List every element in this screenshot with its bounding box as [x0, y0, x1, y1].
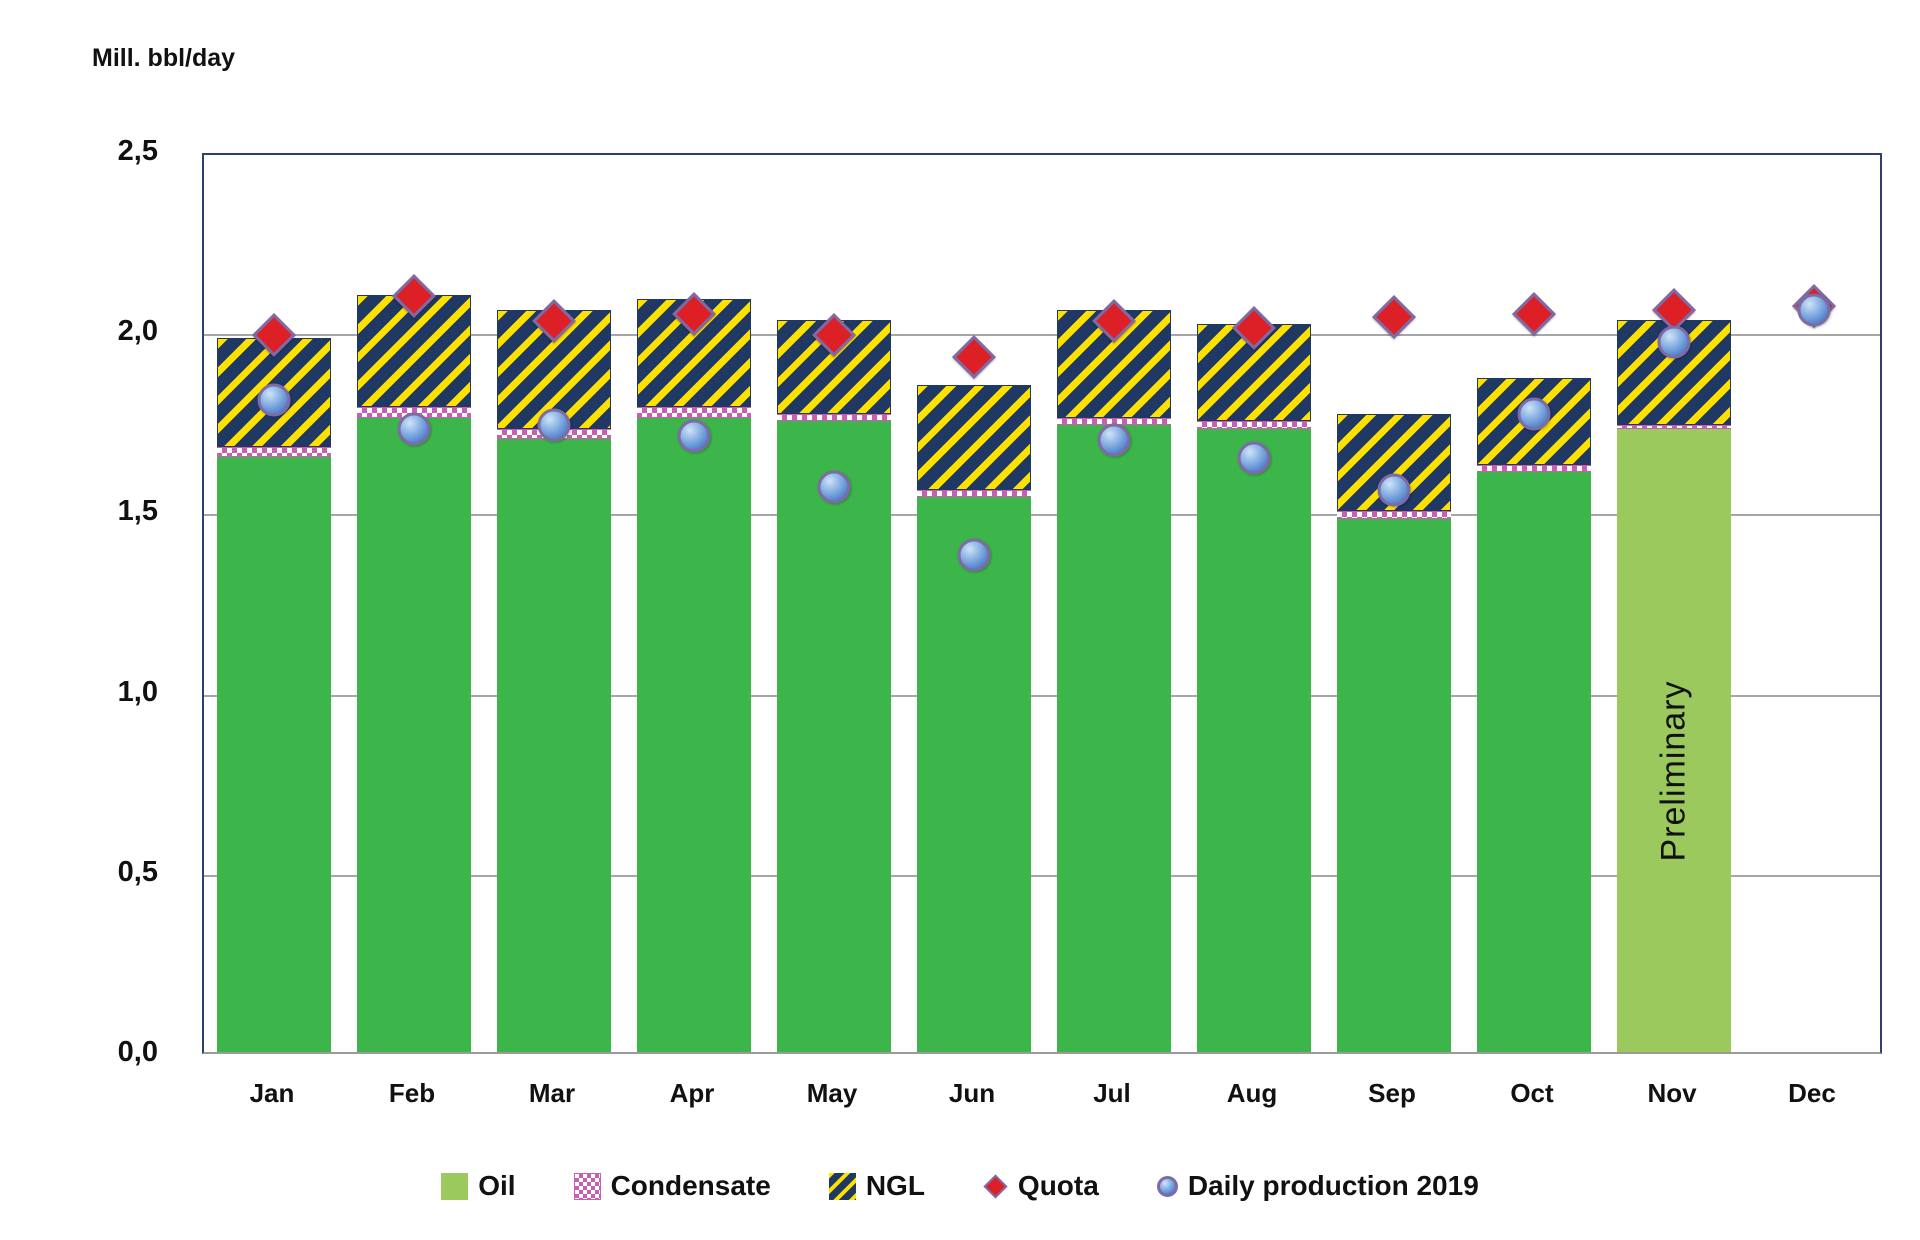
bar-oil-segment	[917, 496, 1031, 1052]
bar-ngl-segment	[917, 385, 1031, 490]
bar-condensate-segment	[1197, 421, 1311, 429]
legend-label-oil: Oil	[478, 1170, 516, 1201]
x-tick-label: Nov	[1647, 1078, 1697, 1108]
legend-item-oil: Oil	[441, 1170, 516, 1202]
daily-production-marker	[1797, 293, 1831, 327]
legend-item-condensate: Condensate	[573, 1170, 771, 1202]
legend-label-condensate: Condensate	[610, 1170, 771, 1201]
quota-diamond-icon	[983, 1173, 1008, 1199]
y-tick-label: 1,5	[117, 495, 158, 528]
bar-oil-segment	[1617, 428, 1731, 1052]
x-tick-label: Mar	[528, 1078, 576, 1108]
bar-oil-segment	[1477, 471, 1591, 1052]
x-tick-label: Aug	[1226, 1078, 1278, 1108]
legend-item-daily-production: Daily production 2019	[1156, 1170, 1479, 1202]
daily-production-marker	[1657, 325, 1691, 359]
x-tick-label: Jul	[1093, 1078, 1131, 1108]
legend-item-ngl: NGL	[828, 1170, 925, 1202]
x-tick-label: Jun	[948, 1078, 996, 1108]
condensate-swatch-icon	[573, 1172, 601, 1200]
bar-ngl-segment	[1057, 309, 1171, 418]
x-tick-label: May	[806, 1078, 858, 1108]
bar-condensate-segment	[637, 406, 751, 418]
gridline	[204, 334, 1880, 337]
bar-oil-segment	[777, 421, 891, 1052]
quota-marker	[1512, 291, 1556, 336]
legend-item-quota: Quota	[983, 1170, 1099, 1202]
legend: Oil Condensate NGL Quota Daily productio…	[0, 1158, 1920, 1214]
bar-ngl-segment	[777, 320, 891, 415]
x-tick-label: Feb	[388, 1078, 436, 1108]
plot-area: Preliminary	[202, 153, 1882, 1054]
gridline	[204, 694, 1880, 697]
daily-production-marker	[397, 412, 431, 446]
bar-apr	[637, 298, 751, 1052]
bar-oil-segment	[1057, 424, 1171, 1052]
bar-condensate-segment	[917, 489, 1031, 497]
quota-marker	[952, 334, 996, 379]
bar-oil-segment	[637, 417, 751, 1052]
bar-condensate-segment	[217, 446, 331, 458]
x-tick-label: Dec	[1788, 1078, 1836, 1108]
bar-condensate-segment	[1477, 464, 1591, 472]
bar-oil-segment	[357, 417, 471, 1052]
bar-condensate-segment	[777, 414, 891, 422]
daily-production-marker	[1377, 473, 1411, 507]
daily-production-marker	[1237, 441, 1271, 475]
gridline	[204, 874, 1880, 877]
daily-production-marker	[537, 408, 571, 442]
bar-jan	[217, 338, 331, 1052]
gridline	[204, 514, 1880, 517]
bar-jul	[1057, 309, 1171, 1052]
daily-production-marker	[817, 470, 851, 504]
daily-production-marker	[257, 383, 291, 417]
bar-may	[777, 320, 891, 1052]
y-tick-label: 2,5	[117, 135, 158, 167]
daily-production-sphere-icon	[1156, 1175, 1178, 1197]
legend-label-quota: Quota	[1017, 1170, 1099, 1201]
bar-oil-segment	[217, 457, 331, 1052]
legend-label-ngl: NGL	[865, 1170, 925, 1201]
bar-feb	[357, 295, 471, 1052]
bar-aug	[1197, 324, 1311, 1052]
preliminary-label: Preliminary	[1654, 680, 1693, 862]
daily-production-marker	[677, 419, 711, 453]
y-tick-label: 2,0	[117, 315, 158, 348]
x-tick-label: Apr	[669, 1078, 715, 1108]
bar-oil-segment	[1337, 518, 1451, 1052]
legend-label-daily-production: Daily production 2019	[1187, 1170, 1479, 1201]
daily-production-marker	[1517, 397, 1551, 431]
bar-ngl-segment	[1337, 414, 1451, 512]
x-tick-label: Jan	[249, 1078, 295, 1108]
oil-swatch-icon	[441, 1172, 469, 1200]
y-tick-label: 0,0	[117, 1036, 158, 1068]
bar-oct	[1477, 378, 1591, 1052]
bar-oil-segment	[497, 439, 611, 1052]
bar-sep	[1337, 414, 1451, 1052]
y-tick-label: 1,0	[117, 675, 158, 708]
bar-nov	[1617, 320, 1731, 1052]
daily-production-marker	[957, 538, 991, 572]
ngl-swatch-icon	[828, 1172, 856, 1200]
bar-condensate-segment	[1337, 511, 1451, 519]
y-tick-label: 0,5	[117, 855, 158, 888]
bar-condensate-segment	[1617, 424, 1731, 429]
bar-oil-segment	[1197, 428, 1311, 1052]
bar-jun	[917, 385, 1031, 1052]
y-axis-title: Mill. bbl/day	[92, 44, 236, 72]
daily-production-marker	[1097, 423, 1131, 457]
x-tick-label: Oct	[1510, 1078, 1554, 1108]
x-tick-label: Sep	[1368, 1078, 1416, 1108]
quota-marker	[1372, 295, 1416, 340]
